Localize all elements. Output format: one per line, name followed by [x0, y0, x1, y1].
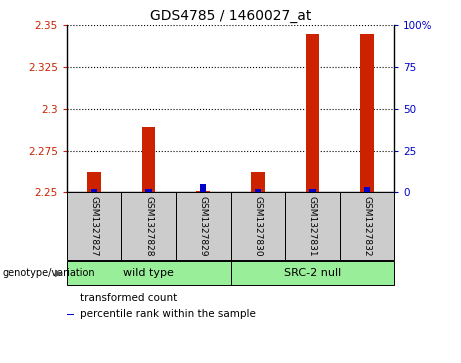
Bar — [251, 172, 265, 192]
Bar — [196, 191, 210, 192]
Bar — [87, 172, 101, 192]
Bar — [176, 192, 230, 260]
Text: percentile rank within the sample: percentile rank within the sample — [80, 309, 256, 319]
Bar — [67, 192, 121, 260]
Bar — [230, 261, 394, 285]
Bar — [340, 192, 394, 260]
Text: ▶: ▶ — [55, 268, 63, 278]
Bar — [67, 314, 74, 315]
Bar — [200, 184, 207, 192]
Bar — [142, 127, 155, 192]
Text: GSM1327827: GSM1327827 — [89, 196, 99, 256]
Bar — [145, 189, 152, 192]
Title: GDS4785 / 1460027_at: GDS4785 / 1460027_at — [150, 9, 311, 23]
Text: GSM1327828: GSM1327828 — [144, 196, 153, 256]
Bar — [306, 34, 319, 192]
Bar — [285, 192, 340, 260]
Bar — [91, 189, 97, 192]
Bar — [67, 261, 230, 285]
Text: transformed count: transformed count — [80, 293, 177, 303]
Text: GSM1327831: GSM1327831 — [308, 196, 317, 256]
Bar — [360, 34, 374, 192]
Text: genotype/variation: genotype/variation — [2, 268, 95, 278]
Text: GSM1327832: GSM1327832 — [362, 196, 372, 256]
Bar — [230, 192, 285, 260]
Text: SRC-2 null: SRC-2 null — [284, 268, 341, 278]
Bar — [254, 189, 261, 192]
Bar — [309, 189, 316, 192]
Bar — [121, 192, 176, 260]
Bar — [364, 187, 370, 192]
Text: GSM1327829: GSM1327829 — [199, 196, 208, 256]
Text: GSM1327830: GSM1327830 — [253, 196, 262, 256]
Text: wild type: wild type — [123, 268, 174, 278]
